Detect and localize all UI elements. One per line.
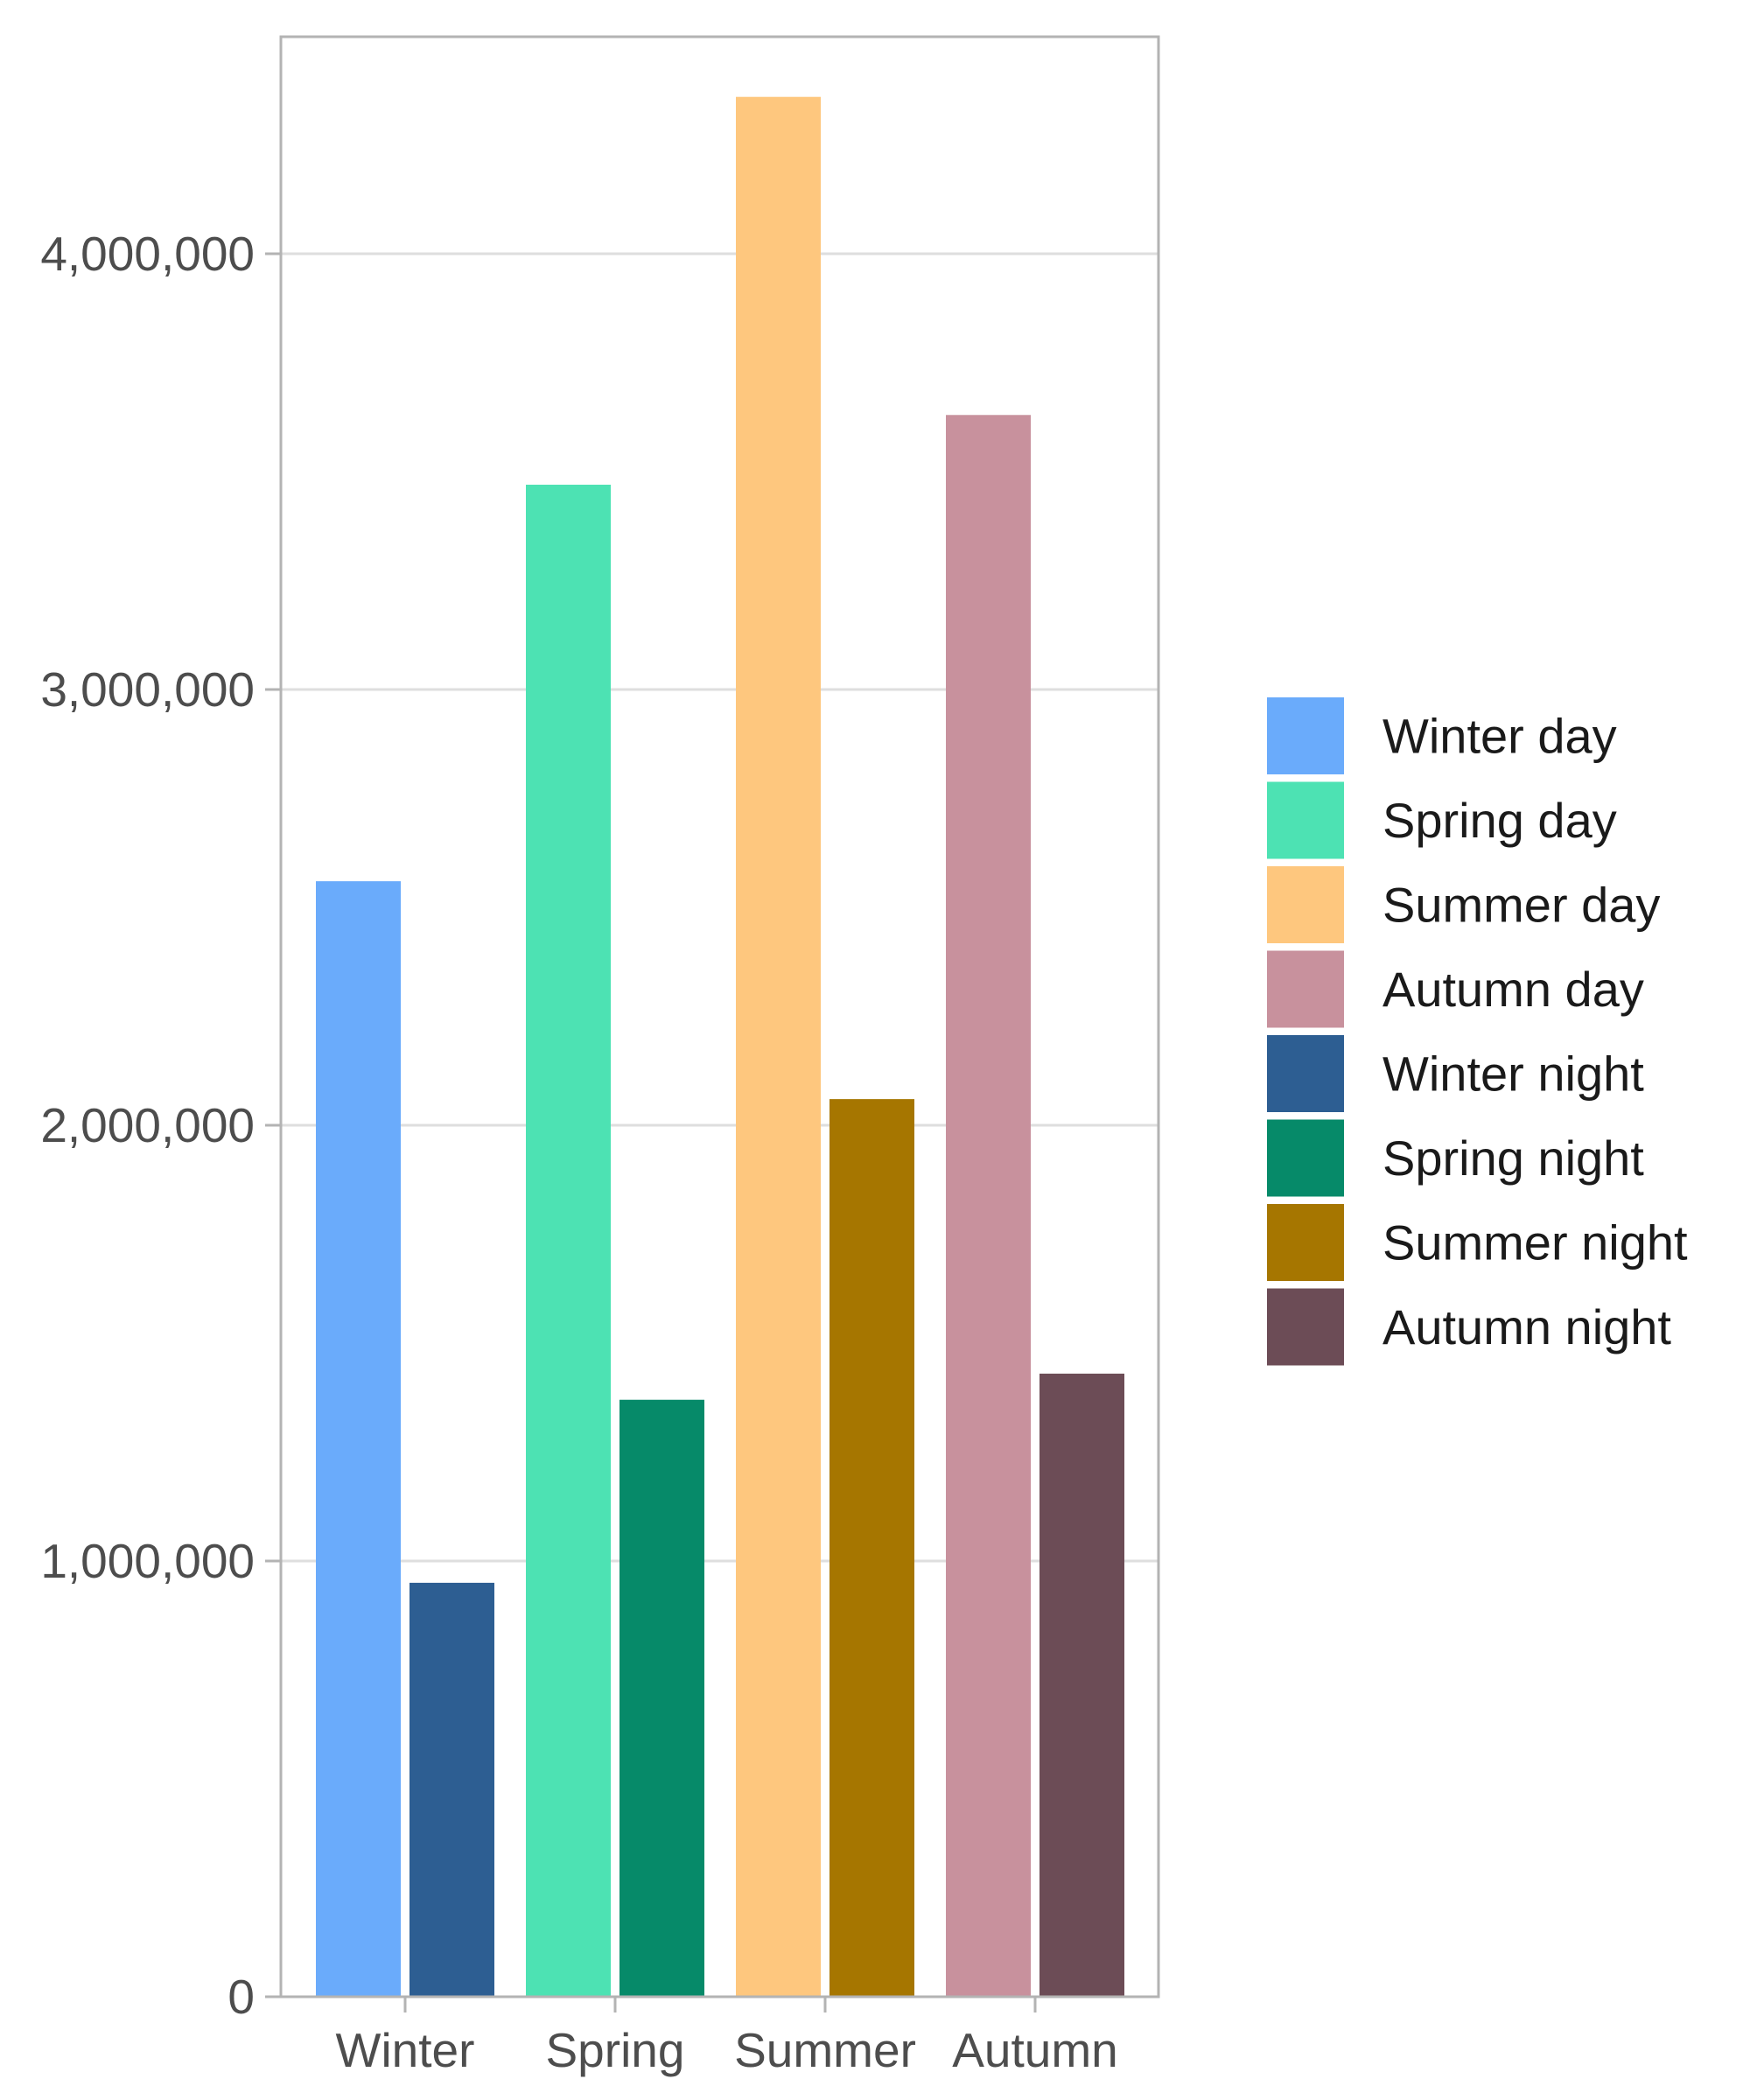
legend-swatch xyxy=(1267,1035,1344,1112)
x-tick-label: Autumn xyxy=(952,2023,1118,2077)
legend-swatch xyxy=(1267,866,1344,943)
bar-summer-day xyxy=(736,96,821,1998)
legend-swatch xyxy=(1267,1204,1344,1281)
y-tick-label: 1,000,000 xyxy=(40,1534,255,1588)
x-tick-label: Spring xyxy=(546,2023,685,2077)
legend-label: Summer night xyxy=(1382,1215,1688,1270)
legend-label: Autumn night xyxy=(1382,1299,1671,1354)
legend-label: Winter day xyxy=(1382,709,1617,764)
plot-panel-border xyxy=(279,35,1160,1998)
x-axis: Winter Spring Summer Autumn xyxy=(336,1997,1118,2077)
legend-label: Spring night xyxy=(1382,1130,1644,1186)
legend-swatch xyxy=(1267,781,1344,859)
y-tick-label: 2,000,000 xyxy=(40,1098,255,1152)
y-tick-label: 4,000,000 xyxy=(40,227,255,281)
legend-label: Winter night xyxy=(1382,1046,1644,1102)
bars xyxy=(316,96,1124,1998)
legend-swatch xyxy=(1267,1288,1344,1366)
legend: Winter day Spring day Summer day Autumn day… xyxy=(1267,697,1688,1366)
bar-summer-night xyxy=(830,1099,914,1997)
y-tick-label: 3,000,000 xyxy=(40,662,255,717)
y-tick-label: 0 xyxy=(228,1970,255,2024)
legend-swatch xyxy=(1267,1119,1344,1197)
x-tick-label: Summer xyxy=(734,2023,916,2077)
bar-autumn-day xyxy=(946,415,1031,1997)
bar-spring-day xyxy=(526,484,611,1998)
x-tick-label: Winter xyxy=(336,2023,475,2077)
legend-swatch xyxy=(1267,950,1344,1028)
legend-label: Summer day xyxy=(1382,878,1660,933)
y-axis: 0 1,000,000 2,000,000 3,000,000 4,000,000 xyxy=(40,227,281,2024)
bar-autumn-night xyxy=(1040,1373,1124,1997)
legend-label: Autumn day xyxy=(1382,962,1644,1017)
legend-swatch xyxy=(1267,697,1344,774)
bar-spring-night xyxy=(620,1399,704,1997)
bar-winter-night xyxy=(410,1582,494,1997)
bar-winter-day xyxy=(316,881,401,1997)
legend-label: Spring day xyxy=(1382,793,1617,848)
